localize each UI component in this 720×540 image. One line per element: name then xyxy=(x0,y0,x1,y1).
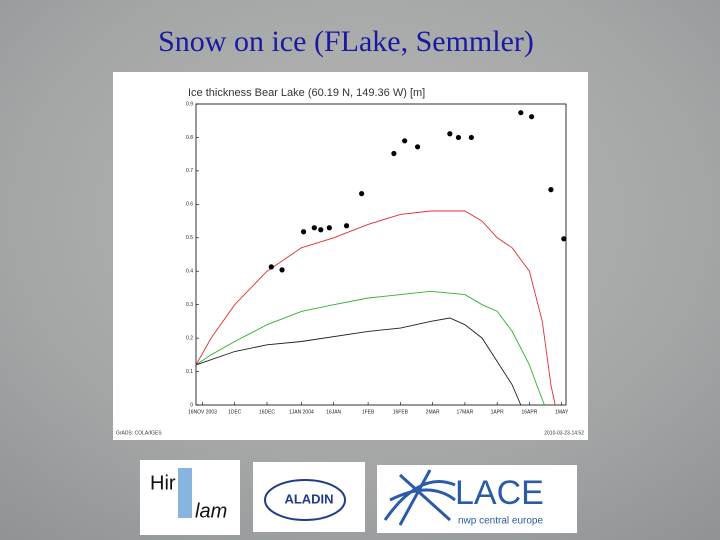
observation-dot xyxy=(300,229,307,235)
y-tick-label: 0.8 xyxy=(186,135,193,141)
slide-title: Snow on ice (FLake, Semmler) xyxy=(158,25,534,58)
model-line xyxy=(195,210,556,406)
logo-shape xyxy=(178,468,192,518)
observation-dot xyxy=(528,114,535,120)
x-tick-label: 1FEB xyxy=(362,409,375,415)
observation-dot xyxy=(447,131,453,137)
observation-dot xyxy=(455,134,462,141)
model-line xyxy=(195,290,545,406)
logo-text: ALADIN xyxy=(284,491,333,506)
x-tick-label: 16NOV 2003 xyxy=(188,409,217,415)
observation-dot xyxy=(391,150,397,157)
plot-frame xyxy=(195,103,567,406)
y-tick-label: 0 xyxy=(190,402,193,408)
observation-dot xyxy=(311,225,317,231)
hirlam-logo: Hir lam xyxy=(140,460,240,535)
logo-subtext: nwp central europe xyxy=(458,516,543,527)
y-tick-label: 0.4 xyxy=(186,269,193,275)
logo-shape xyxy=(264,479,346,521)
logo-text: Hir xyxy=(150,472,176,494)
y-tick-label: 0.2 xyxy=(186,335,193,341)
y-tick-label: 0.6 xyxy=(186,202,193,208)
x-tick-label: 16DEC xyxy=(259,409,276,415)
chart-panel xyxy=(113,72,588,440)
y-tick-label: 0.7 xyxy=(186,168,193,174)
x-tick-label: 1MAY xyxy=(555,409,569,415)
y-tick-label: 0.1 xyxy=(186,369,193,375)
observation-dot xyxy=(414,144,421,150)
x-tick-label: 16JAN xyxy=(326,409,341,415)
observation-dot xyxy=(402,138,408,144)
y-tick-label: 0.5 xyxy=(186,235,193,241)
observation-dot xyxy=(548,187,554,193)
model-line xyxy=(195,317,522,406)
x-tick-label: 2MAR xyxy=(426,409,440,415)
lace-logo: LACE nwp central europe xyxy=(377,465,577,533)
observation-dot xyxy=(343,223,350,229)
footer-left: GrADS: COLA/IGES xyxy=(116,430,162,436)
x-tick-label: 16APR xyxy=(522,409,538,415)
logo-shape xyxy=(383,469,456,526)
x-tick-label: 16FEB xyxy=(393,409,409,415)
logo-text: lam xyxy=(195,500,227,522)
logo-bg xyxy=(377,465,577,533)
footer-right: 2010-03-23-14:52 xyxy=(544,430,584,436)
logo-text: LACE xyxy=(455,474,544,512)
observation-dot xyxy=(326,225,332,231)
observation-dot xyxy=(561,236,567,242)
x-tick-label: 1JAN 2004 xyxy=(289,409,314,415)
aladin-logo: ALADIN xyxy=(253,462,365,532)
y-tick-label: 0.3 xyxy=(186,302,193,308)
observation-dot xyxy=(468,134,474,141)
chart-title: Ice thickness Bear Lake (60.19 N, 149.36… xyxy=(188,87,425,99)
observation-dot xyxy=(318,227,324,233)
plot: 0 0.1 0.2 0.3 0.4 0.5 0.6 0.7 0.8 0.9 16NOV 2003 1D… xyxy=(186,101,569,415)
observation-dot xyxy=(268,264,274,270)
observation-dot xyxy=(279,267,285,273)
x-tick-label: 1DEC xyxy=(228,409,242,415)
y-tick-label: 0.9 xyxy=(186,101,193,107)
observation-dot xyxy=(518,110,524,116)
observation-dot xyxy=(359,191,365,197)
x-tick-label: 17MAR xyxy=(457,409,474,415)
x-tick-label: 1APR xyxy=(491,409,504,415)
